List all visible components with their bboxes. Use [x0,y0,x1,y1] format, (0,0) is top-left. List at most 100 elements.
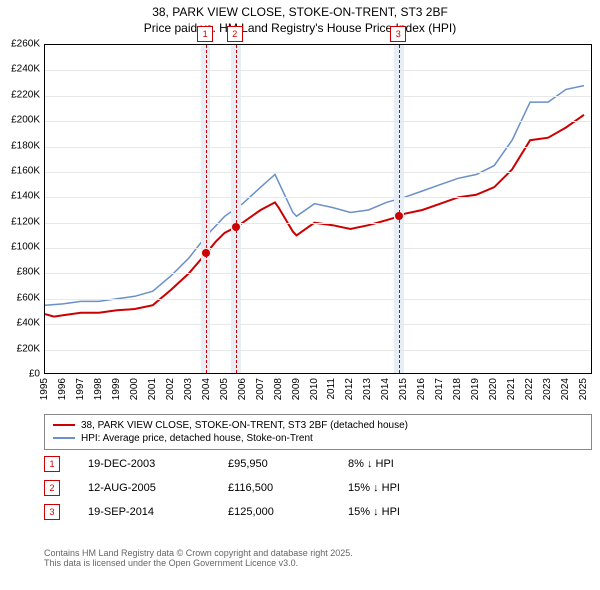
gridline [45,324,591,325]
transaction-row: 3 19-SEP-2014£125,00015% ↓ HPI [44,504,458,528]
x-tick-label: 2002 [165,378,176,400]
legend-swatch-hpi [53,437,75,439]
transaction-price: £125,000 [228,506,348,518]
x-tick-label: 2016 [416,378,427,400]
y-tick-label: £120K [4,216,40,227]
y-tick-label: £40K [4,318,40,329]
title-line-2: Price paid vs. HM Land Registry's House … [144,21,456,35]
x-tick-label: 2017 [434,378,445,400]
line-hpi [45,86,584,306]
title-line-1: 38, PARK VIEW CLOSE, STOKE-ON-TRENT, ST3… [152,5,448,19]
x-tick-label: 2019 [470,378,481,400]
y-tick-label: £220K [4,89,40,100]
gridline [45,70,591,71]
transaction-vline [236,45,237,373]
x-tick-label: 2014 [380,378,391,400]
transaction-point [202,249,210,257]
x-tick-label: 1998 [93,378,104,400]
y-tick-label: £240K [4,64,40,75]
transaction-marker: 2 [227,26,243,42]
gridline [45,223,591,224]
transaction-pct: 8% ↓ HPI [348,458,458,470]
x-tick-label: 2012 [344,378,355,400]
legend-label-property: 38, PARK VIEW CLOSE, STOKE-ON-TRENT, ST3… [81,420,408,431]
transaction-marker: 1 [197,26,213,42]
transaction-point [395,212,403,220]
y-tick-label: £100K [4,242,40,253]
y-tick-label: £180K [4,140,40,151]
x-tick-label: 2000 [129,378,140,400]
transaction-vline [206,45,207,373]
transaction-date: 19-DEC-2003 [88,458,228,470]
transaction-row-marker: 3 [44,504,60,520]
line-property [45,115,584,317]
transaction-date: 12-AUG-2005 [88,482,228,494]
legend: 38, PARK VIEW CLOSE, STOKE-ON-TRENT, ST3… [44,414,592,450]
x-tick-label: 2008 [273,378,284,400]
y-tick-label: £80K [4,267,40,278]
gridline [45,96,591,97]
x-tick-label: 2006 [237,378,248,400]
x-tick-label: 2020 [488,378,499,400]
x-tick-label: 2001 [147,378,158,400]
gridline [45,121,591,122]
legend-swatch-property [53,424,75,426]
x-tick-label: 2024 [560,378,571,400]
transaction-price: £95,950 [228,458,348,470]
transaction-vline [399,45,400,373]
gridline [45,299,591,300]
x-tick-label: 1996 [57,378,68,400]
transaction-row: 2 12-AUG-2005£116,50015% ↓ HPI [44,480,458,504]
x-tick-label: 2025 [578,378,589,400]
transaction-date: 19-SEP-2014 [88,506,228,518]
y-tick-label: £260K [4,39,40,50]
x-tick-label: 2021 [506,378,517,400]
x-tick-label: 2023 [542,378,553,400]
gridline [45,197,591,198]
y-tick-label: £20K [4,343,40,354]
legend-row-property: 38, PARK VIEW CLOSE, STOKE-ON-TRENT, ST3… [53,419,583,432]
y-tick-label: £140K [4,191,40,202]
gridline [45,147,591,148]
legend-label-hpi: HPI: Average price, detached house, Stok… [81,433,313,444]
transaction-pct: 15% ↓ HPI [348,506,458,518]
x-tick-label: 2011 [326,378,337,400]
x-tick-label: 2010 [309,378,320,400]
x-tick-label: 2009 [291,378,302,400]
y-tick-label: £60K [4,292,40,303]
x-tick-label: 2007 [255,378,266,400]
x-tick-label: 1997 [75,378,86,400]
page-root: 38, PARK VIEW CLOSE, STOKE-ON-TRENT, ST3… [0,0,600,590]
x-tick-label: 2013 [362,378,373,400]
x-tick-label: 2004 [201,378,212,400]
transaction-row-marker: 1 [44,456,60,472]
transaction-marker: 3 [390,26,406,42]
x-tick-label: 2005 [219,378,230,400]
transaction-pct: 15% ↓ HPI [348,482,458,494]
x-tick-label: 2015 [398,378,409,400]
x-tick-label: 1999 [111,378,122,400]
footer-line-1: Contains HM Land Registry data © Crown c… [44,548,353,558]
transaction-price: £116,500 [228,482,348,494]
y-tick-label: £160K [4,165,40,176]
transaction-point [232,223,240,231]
gridline [45,172,591,173]
legend-row-hpi: HPI: Average price, detached house, Stok… [53,432,583,445]
gridline [45,350,591,351]
gridline [45,248,591,249]
y-tick-label: £200K [4,115,40,126]
transaction-row: 1 19-DEC-2003£95,9508% ↓ HPI [44,456,458,480]
chart-svg [45,45,593,375]
gridline [45,273,591,274]
footer: Contains HM Land Registry data © Crown c… [44,548,353,568]
y-tick-label: £0 [4,369,40,380]
transaction-row-marker: 2 [44,480,60,496]
x-tick-label: 2018 [452,378,463,400]
chart-title: 38, PARK VIEW CLOSE, STOKE-ON-TRENT, ST3… [0,0,600,36]
chart-plot-area [44,44,592,374]
footer-line-2: This data is licensed under the Open Gov… [44,558,298,568]
x-tick-label: 2003 [183,378,194,400]
x-tick-label: 1995 [39,378,50,400]
transaction-table: 1 19-DEC-2003£95,9508% ↓ HPI 2 12-AUG-2005£… [44,456,458,528]
x-tick-label: 2022 [524,378,535,400]
